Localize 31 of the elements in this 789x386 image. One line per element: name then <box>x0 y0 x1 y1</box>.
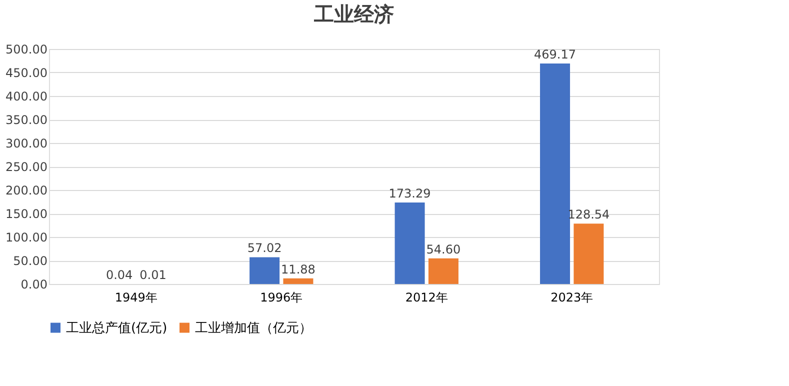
x-tick-label: 1996年 <box>260 290 303 304</box>
legend-label: 工业总产值(亿元) <box>66 320 168 336</box>
y-tick-label: 500.00 <box>6 42 48 56</box>
y-tick-label: 200.00 <box>6 184 48 198</box>
y-tick-label: 100.00 <box>6 230 48 244</box>
y-tick-label: 450.00 <box>6 66 48 80</box>
x-tick-label: 1949年 <box>114 290 158 304</box>
legend-label: 工业增加值（亿元） <box>195 320 312 336</box>
x-tick-label: 2023年 <box>550 290 594 304</box>
x-tick-label: 2012年 <box>405 290 448 304</box>
data-label: 0.04 <box>106 268 133 282</box>
bar <box>574 224 604 284</box>
y-tick-label: 0.00 <box>20 278 48 292</box>
data-label: 57.02 <box>247 241 282 256</box>
y-tick-label: 150.00 <box>6 207 48 221</box>
bar <box>428 258 458 284</box>
data-label: 469.17 <box>534 47 576 62</box>
y-tick-label: 400.00 <box>6 90 48 104</box>
data-label: 173.29 <box>388 186 431 201</box>
bar <box>540 63 570 284</box>
data-label: 54.60 <box>426 242 461 256</box>
bar <box>394 202 425 284</box>
y-tick-label: 350.00 <box>6 113 48 127</box>
data-label: 11.88 <box>281 262 316 276</box>
y-tick-label: 300.00 <box>6 136 48 150</box>
data-label: 0.01 <box>140 268 166 282</box>
bar <box>250 257 280 284</box>
chart-title: 工业经济 <box>313 2 394 26</box>
y-tick-label: 250.00 <box>6 160 48 174</box>
y-tick-label: 50.00 <box>13 254 48 268</box>
bar <box>283 278 314 284</box>
